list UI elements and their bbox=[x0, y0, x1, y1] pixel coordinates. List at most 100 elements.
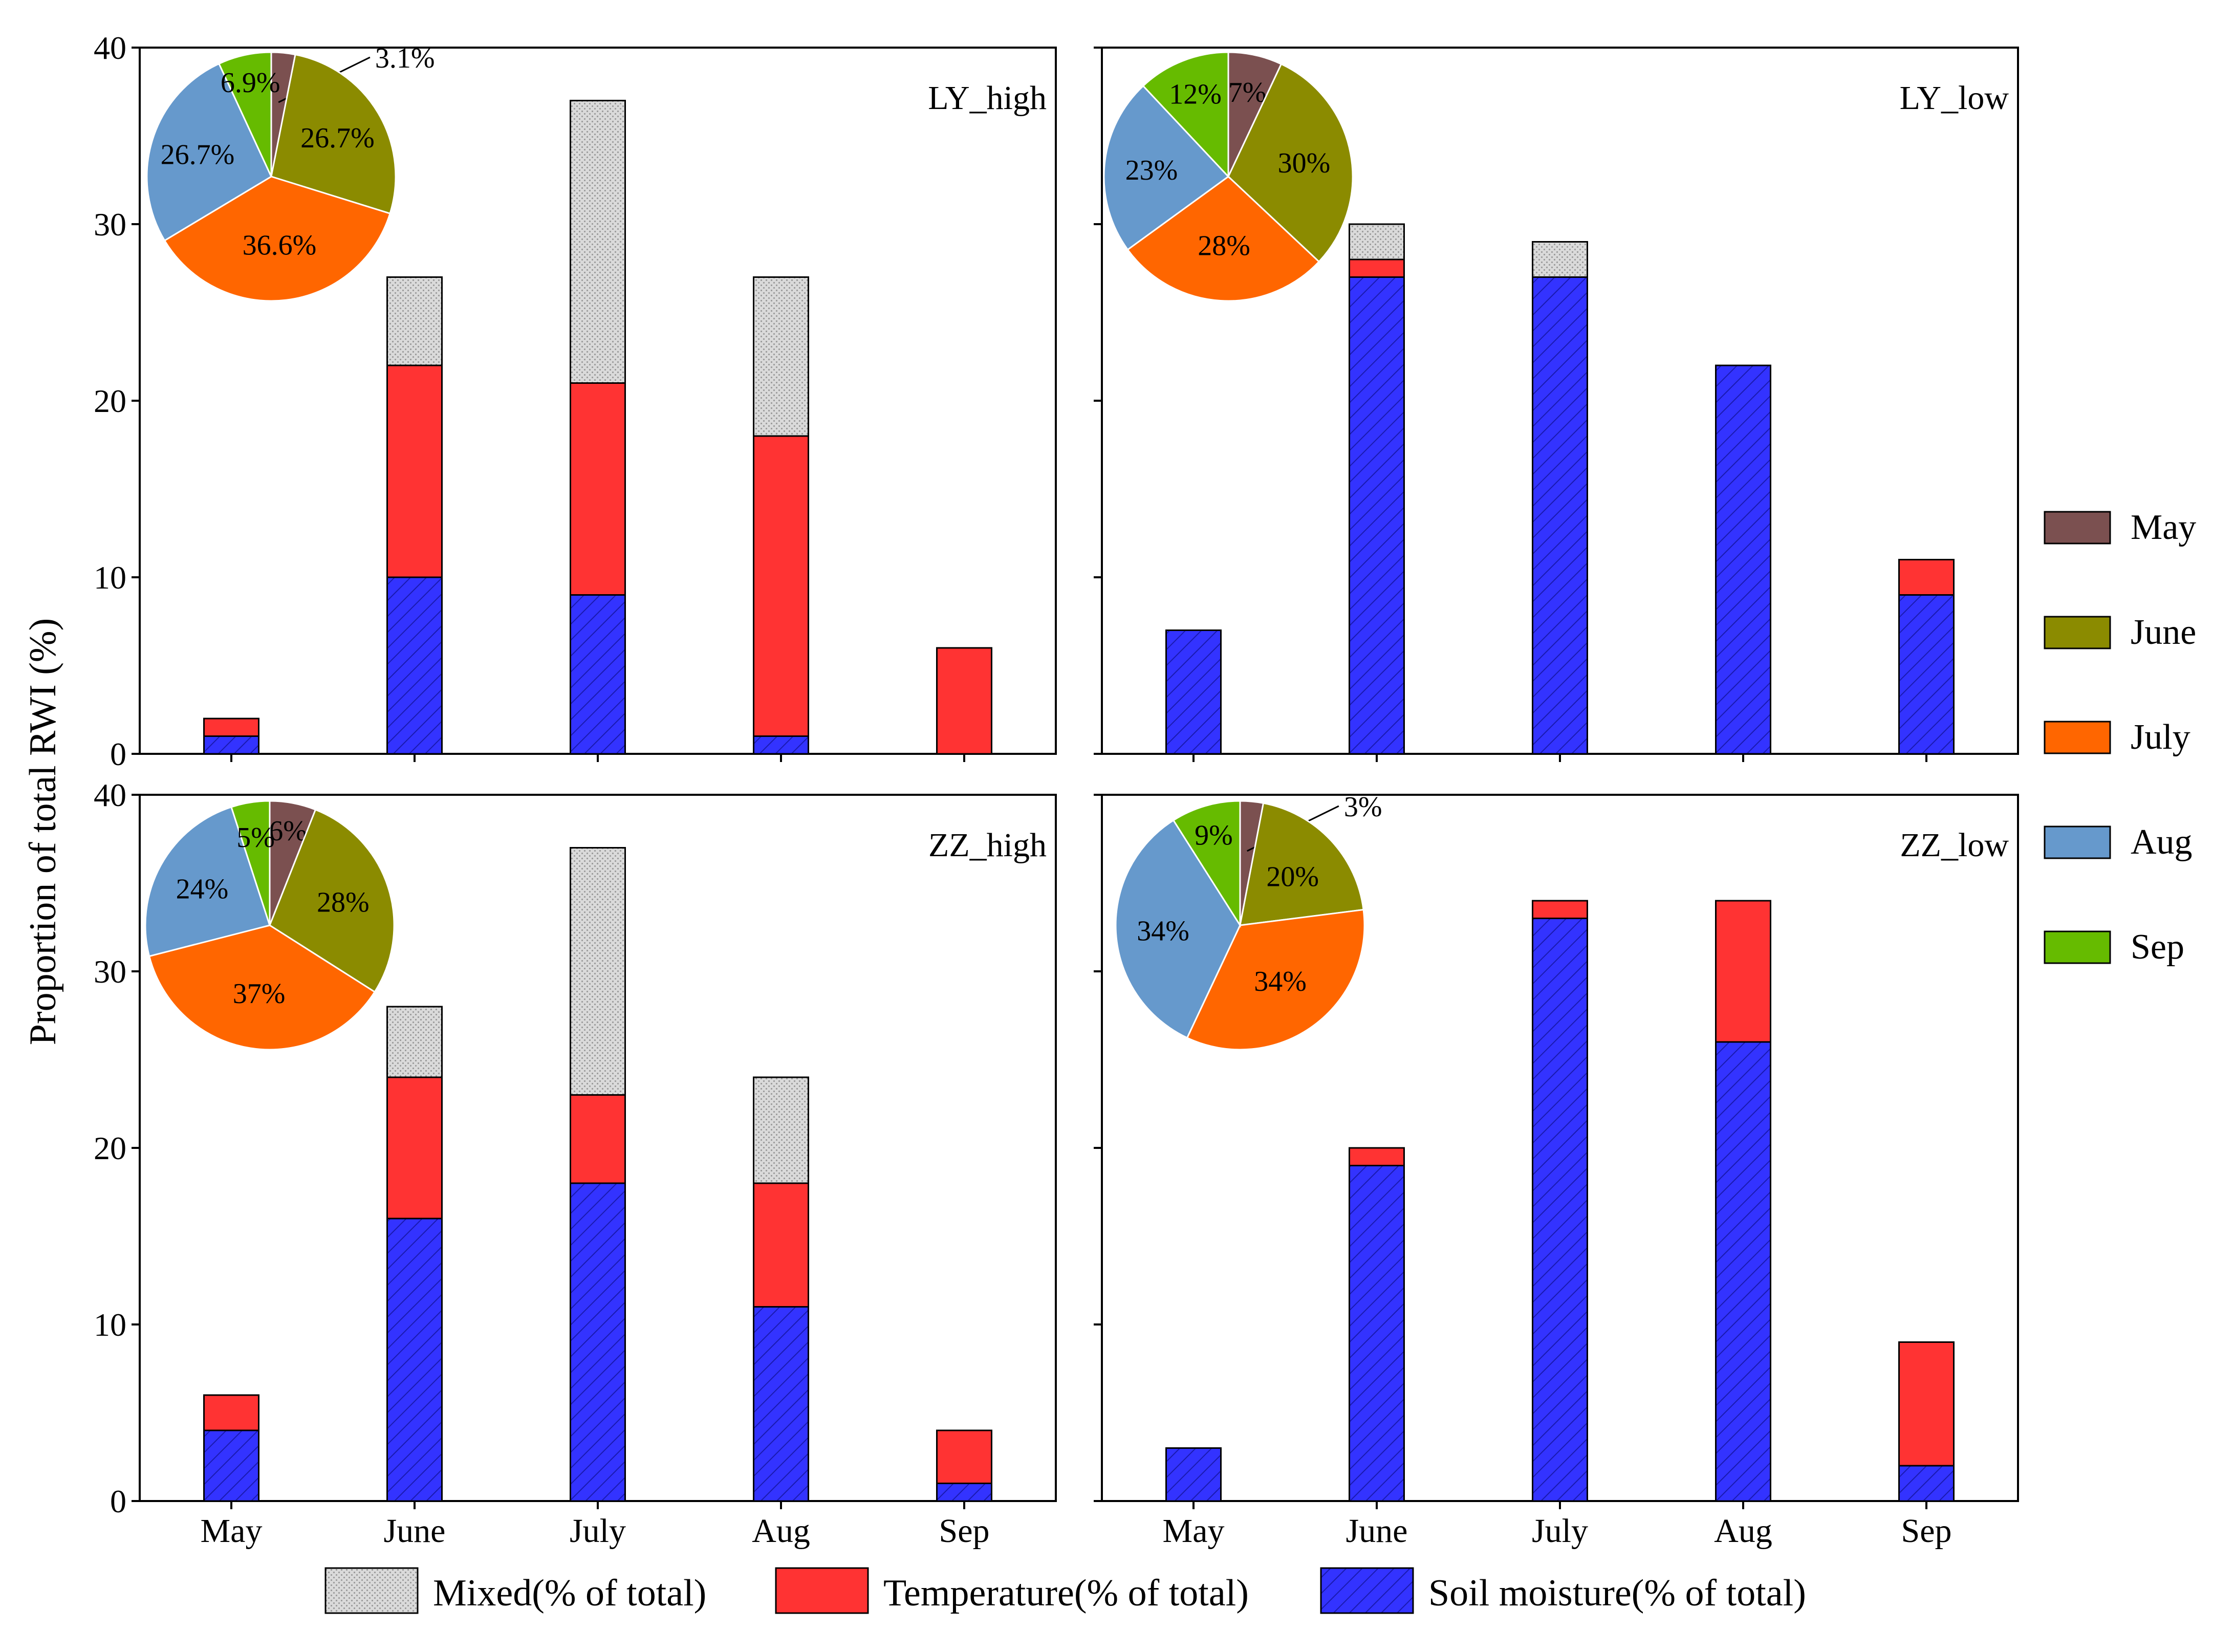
legend-label: Temperature(% of total) bbox=[883, 1572, 1249, 1614]
legend-swatch bbox=[2044, 511, 2111, 545]
y-tick-label: 0 bbox=[110, 736, 126, 772]
legend-label: Mixed(% of total) bbox=[433, 1572, 706, 1614]
y-tick-label: 30 bbox=[94, 953, 126, 990]
y-tick-label: 30 bbox=[94, 206, 126, 243]
bar-temperature-june bbox=[386, 1076, 443, 1220]
legend-swatch bbox=[1320, 1567, 1414, 1614]
y-tick-label: 20 bbox=[94, 383, 126, 419]
pie-label-sep: 6.9% bbox=[221, 67, 280, 99]
pie-chart: 3.1% 26.7% 36.6% 26.7% 6.9% bbox=[146, 42, 435, 302]
bar-soil-aug bbox=[753, 1306, 809, 1502]
legend-swatch bbox=[2044, 721, 2111, 754]
panel-zz-low: May June July Aug Sep ZZ_low 3% 20% 34% 34% 9% bbox=[1094, 791, 2019, 1550]
legend-label: Soil moisture(% of total) bbox=[1428, 1572, 1806, 1614]
y-tick-label: 10 bbox=[94, 559, 126, 596]
y-tick-label: 40 bbox=[94, 30, 126, 66]
pie-label-july: 34% bbox=[1254, 966, 1307, 997]
legend-swatch bbox=[324, 1567, 419, 1614]
pie-slice-sep bbox=[218, 51, 272, 177]
pie-slice-june bbox=[1227, 63, 1354, 263]
x-tick-label: June bbox=[1346, 1512, 1408, 1550]
legend-label: June bbox=[2131, 613, 2196, 652]
bar-soil-may bbox=[1165, 629, 1222, 755]
bar-temperature-june bbox=[386, 364, 443, 578]
x-tick-label: May bbox=[1163, 1512, 1225, 1550]
pie-label-june: 28% bbox=[317, 886, 370, 918]
pie-label-may: 3.1% bbox=[375, 42, 435, 74]
bar-soil-sep bbox=[1898, 594, 1955, 755]
bar-temperature-sep bbox=[936, 1429, 992, 1484]
bar-temperature-sep bbox=[936, 647, 992, 755]
legend-swatch bbox=[775, 1567, 869, 1614]
bar-soil-july bbox=[570, 1182, 626, 1502]
bar-mixed-june bbox=[1349, 223, 1405, 260]
pie-chart: 3% 20% 34% 34% 9% bbox=[1115, 791, 1382, 1051]
panel-title: LY_low bbox=[1900, 79, 2009, 117]
bar-soil-aug bbox=[1715, 1041, 1771, 1502]
pie-label-june: 20% bbox=[1266, 861, 1319, 893]
x-tick-label: June bbox=[384, 1512, 446, 1550]
pie-label-may: 7% bbox=[1228, 77, 1267, 108]
x-tick-label: Aug bbox=[1714, 1512, 1772, 1550]
bar-temperature-may bbox=[203, 1394, 259, 1431]
y-tick-label: 20 bbox=[94, 1130, 126, 1166]
x-tick-label: May bbox=[201, 1512, 263, 1550]
bar-temperature-july bbox=[570, 1094, 626, 1184]
bar-temperature-aug bbox=[753, 1182, 809, 1308]
bar-soil-may bbox=[203, 1429, 259, 1502]
bar-mixed-june bbox=[386, 1006, 443, 1078]
bar-soil-aug bbox=[753, 735, 809, 755]
pie-label-june: 26.7% bbox=[300, 122, 375, 154]
y-axis-label: Proportion of total RWI (%) bbox=[22, 618, 64, 1045]
pie-label-july: 37% bbox=[233, 978, 286, 1010]
bar-soil-aug bbox=[1715, 364, 1771, 755]
bar-mixed-july bbox=[1532, 241, 1588, 278]
bar-soil-may bbox=[203, 735, 259, 755]
chart-panels: 0 10 20 30 40 LY_high 3.1% 26.7% 36.6% 26.7% 6.9% L… bbox=[94, 30, 2019, 1550]
bar-soil-july bbox=[1532, 918, 1588, 1502]
factor-legend: Mixed(% of total) Temperature(% of total)… bbox=[324, 1567, 1806, 1614]
pie-label-aug: 34% bbox=[1137, 915, 1189, 947]
legend-swatch bbox=[2044, 825, 2111, 859]
legend-item-aug: Aug bbox=[2044, 822, 2193, 862]
bar-temperature-july bbox=[570, 382, 626, 596]
pie-label-sep: 12% bbox=[1169, 78, 1222, 110]
x-tick-label: July bbox=[1532, 1512, 1588, 1550]
bar-mixed-june bbox=[386, 276, 443, 366]
bar-soil-sep bbox=[1898, 1465, 1955, 1502]
bar-soil-sep bbox=[936, 1483, 992, 1502]
bar-temperature-aug bbox=[1715, 900, 1771, 1043]
panel-ly-low: LY_low 7% 30% 28% 23% 12% bbox=[1094, 47, 2019, 762]
panel-ly-high: 0 10 20 30 40 LY_high 3.1% 26.7% 36.6% 26.7% 6.9% bbox=[94, 30, 1057, 772]
pie-slice-june bbox=[1239, 802, 1364, 926]
panel-title: ZZ_low bbox=[1900, 827, 2009, 864]
pie-slice-sep bbox=[1142, 51, 1229, 179]
bar-temperature-may bbox=[203, 718, 259, 737]
pie-slice-may bbox=[1227, 51, 1283, 177]
pie-label-july: 28% bbox=[1198, 230, 1250, 262]
month-legend: May June July Aug Sep bbox=[2044, 508, 2196, 967]
pie-slice-june bbox=[270, 53, 397, 215]
legend-label: May bbox=[2131, 508, 2196, 547]
bar-soil-june bbox=[1349, 276, 1405, 755]
legend-item-june: June bbox=[2044, 613, 2196, 652]
bar-soil-july bbox=[1532, 276, 1588, 755]
bar-mixed-july bbox=[570, 847, 626, 1096]
pie-label-june: 30% bbox=[1278, 147, 1331, 179]
bar-soil-may bbox=[1165, 1447, 1222, 1502]
y-tick-label: 10 bbox=[94, 1307, 126, 1343]
legend-item-may: May bbox=[2044, 508, 2196, 547]
pie-slice-july bbox=[148, 924, 376, 1051]
bar-temperature-sep bbox=[1898, 1341, 1955, 1467]
pie-label-sep: 9% bbox=[1195, 820, 1233, 852]
panel-title: ZZ_high bbox=[928, 827, 1047, 864]
y-tick-label: 40 bbox=[94, 777, 126, 813]
bar-mixed-aug bbox=[753, 1076, 809, 1184]
legend-item-soil: Soil moisture(% of total) bbox=[1320, 1567, 1806, 1614]
pie-slice-july bbox=[163, 176, 391, 302]
pie-slice-aug bbox=[1103, 84, 1230, 251]
pie-slice-aug bbox=[144, 806, 271, 958]
legend-label: Sep bbox=[2131, 927, 2184, 967]
pie-chart: 7% 30% 28% 23% 12% bbox=[1103, 51, 1354, 302]
